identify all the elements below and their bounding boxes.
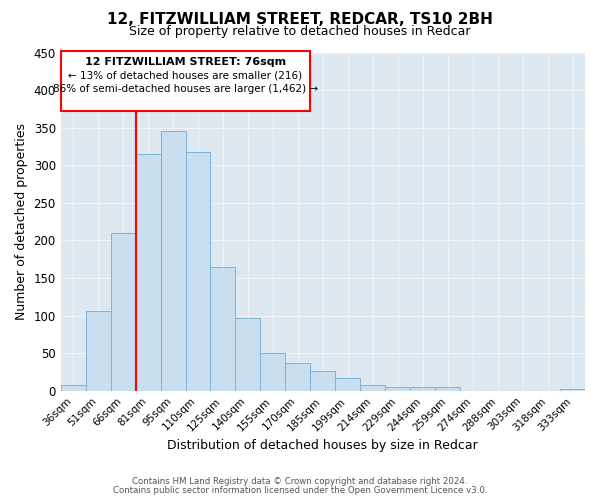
Bar [310,370,335,391]
Bar [86,311,110,391]
Bar [61,385,86,391]
Bar [161,132,185,391]
Text: Size of property relative to detached houses in Redcar: Size of property relative to detached ho… [129,25,471,38]
Bar [110,233,136,391]
Text: 12 FITZWILLIAM STREET: 76sqm: 12 FITZWILLIAM STREET: 76sqm [85,56,286,66]
Bar [360,385,385,391]
Text: 86% of semi-detached houses are larger (1,462) →: 86% of semi-detached houses are larger (… [53,84,318,94]
Bar [260,353,286,391]
X-axis label: Distribution of detached houses by size in Redcar: Distribution of detached houses by size … [167,440,478,452]
Bar [136,154,161,391]
Text: Contains public sector information licensed under the Open Government Licence v3: Contains public sector information licen… [113,486,487,495]
Bar [61,51,310,111]
Text: 12, FITZWILLIAM STREET, REDCAR, TS10 2BH: 12, FITZWILLIAM STREET, REDCAR, TS10 2BH [107,12,493,28]
Bar [410,387,435,391]
Text: Contains HM Land Registry data © Crown copyright and database right 2024.: Contains HM Land Registry data © Crown c… [132,477,468,486]
Y-axis label: Number of detached properties: Number of detached properties [15,123,28,320]
Bar [435,387,460,391]
Bar [286,363,310,391]
Bar [560,388,585,391]
Bar [211,267,235,391]
Bar [185,152,211,391]
Text: ← 13% of detached houses are smaller (216): ← 13% of detached houses are smaller (21… [68,70,302,80]
Bar [385,387,410,391]
Bar [235,318,260,391]
Bar [335,378,360,391]
